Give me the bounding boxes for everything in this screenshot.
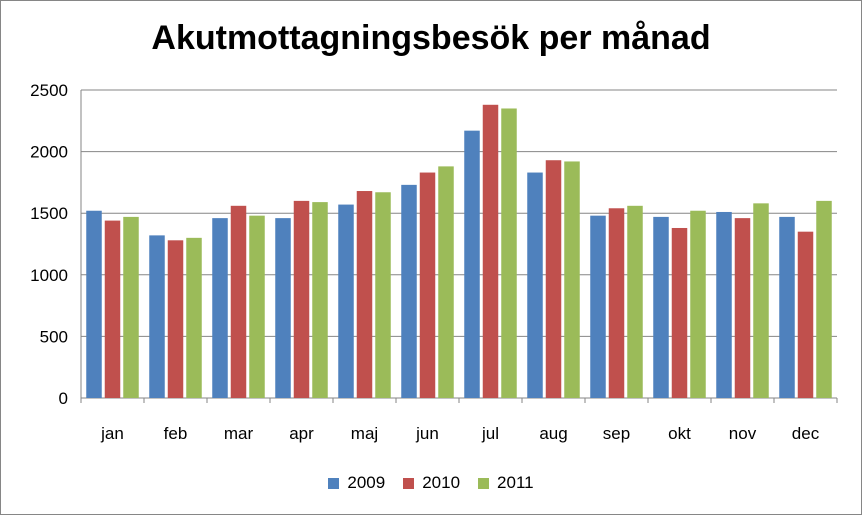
bar-2010-jul [482, 104, 499, 398]
bar-2010-sep [608, 208, 625, 398]
bar-2009-dec [779, 216, 795, 398]
y-tick-label: 2000 [30, 143, 68, 162]
x-tick-label: apr [289, 424, 314, 443]
bar-2011-aug [564, 161, 580, 398]
bar-2011-nov [753, 203, 769, 398]
legend-label: 2009 [347, 473, 386, 492]
bar-2011-sep [627, 205, 643, 398]
bar-2010-jun [419, 172, 436, 398]
x-tick-label: feb [164, 424, 188, 443]
bar-2010-feb [167, 240, 184, 398]
bar-2010-mar [230, 205, 247, 398]
legend-swatch [328, 477, 340, 489]
bar-2009-mar [212, 218, 228, 398]
legend-swatch [403, 477, 415, 489]
legend-item: 2009 [328, 473, 385, 493]
bar-2009-maj [338, 204, 354, 398]
bar-2011-mar [249, 215, 265, 398]
bar-2010-aug [545, 160, 562, 398]
legend-label: 2010 [422, 473, 461, 492]
bar-2011-dec [816, 200, 832, 398]
bar-2009-jan [86, 210, 102, 398]
bar-2009-nov [716, 211, 732, 398]
x-tick-label: jan [100, 424, 124, 443]
y-tick-label: 500 [40, 327, 68, 346]
bar-2009-sep [590, 215, 606, 398]
bar-2011-okt [690, 210, 706, 398]
y-tick-label: 1500 [30, 204, 68, 223]
legend-item: 2010 [403, 473, 460, 493]
bar-2011-jan [123, 216, 139, 398]
bar-2010-apr [293, 200, 310, 398]
x-tick-label: mar [224, 424, 254, 443]
bar-2009-feb [149, 235, 165, 398]
bar-2009-apr [275, 218, 291, 398]
x-tick-label: nov [729, 424, 757, 443]
bar-2010-maj [356, 191, 373, 398]
legend-item: 2011 [478, 473, 534, 493]
bar-2011-feb [186, 237, 202, 398]
bar-2009-aug [527, 172, 543, 398]
bar-2011-jul [501, 108, 517, 398]
y-tick-label: 0 [59, 389, 68, 408]
bar-2010-jan [104, 220, 121, 398]
bar-2011-jun [438, 166, 454, 398]
x-tick-label: okt [668, 424, 691, 443]
x-tick-label: jul [481, 424, 499, 443]
x-tick-label: maj [351, 424, 378, 443]
legend-swatch [478, 477, 490, 489]
bar-2010-dec [797, 231, 814, 398]
bar-2009-okt [653, 216, 669, 398]
bar-2011-maj [375, 192, 391, 398]
legend: 2009 2010 2011 [1, 473, 861, 493]
x-tick-label: dec [792, 424, 820, 443]
legend-label: 2011 [497, 473, 534, 492]
bar-2010-okt [671, 227, 688, 398]
y-tick-label: 1000 [30, 266, 68, 285]
y-tick-label: 2500 [30, 81, 68, 100]
bar-2009-jun [401, 184, 417, 398]
bar-2011-apr [312, 202, 328, 398]
x-tick-label: aug [539, 424, 567, 443]
x-tick-label: jun [415, 424, 439, 443]
chart-title: Akutmottagningsbesök per månad [151, 19, 711, 57]
bar-2009-jul [464, 130, 480, 398]
bar-2010-nov [734, 218, 751, 398]
x-tick-label: sep [603, 424, 630, 443]
